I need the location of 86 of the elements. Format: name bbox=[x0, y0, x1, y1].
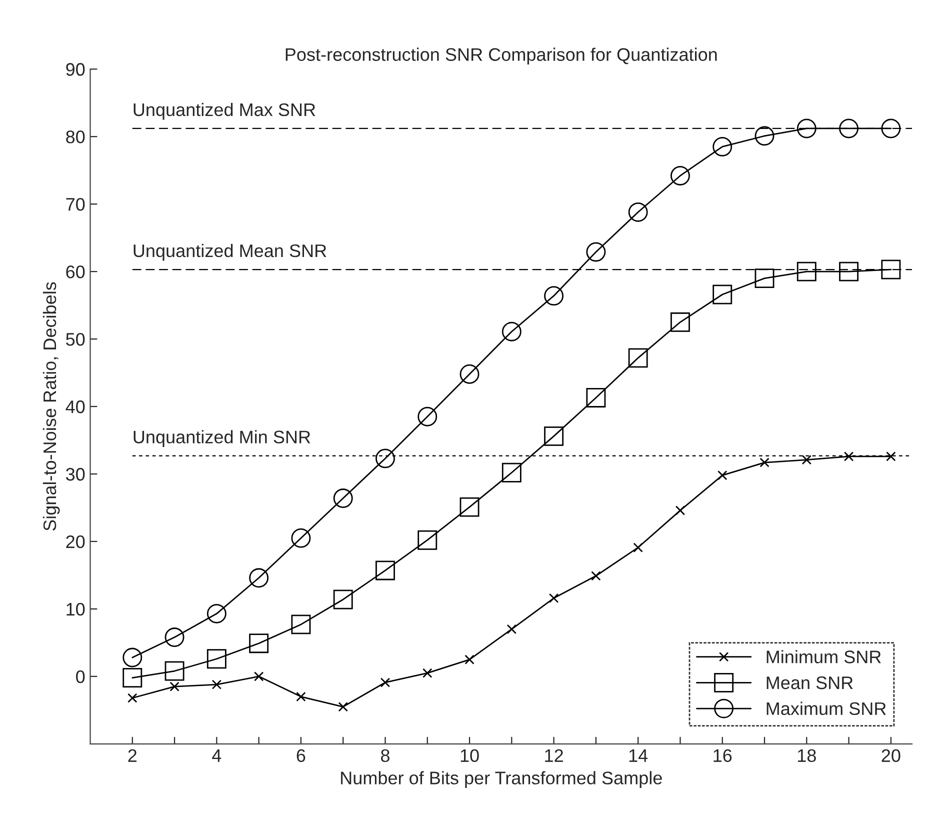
point bbox=[249, 568, 269, 588]
point bbox=[376, 560, 395, 580]
x-tick-label: 10 bbox=[460, 749, 479, 762]
point bbox=[670, 312, 690, 332]
point bbox=[881, 260, 901, 280]
y-tick-label: 20 bbox=[66, 535, 85, 548]
legend-label: Minimum SNR bbox=[766, 650, 881, 664]
point bbox=[675, 506, 686, 516]
x-tick-label: 18 bbox=[798, 749, 816, 762]
point bbox=[418, 530, 438, 550]
point bbox=[718, 470, 728, 480]
point bbox=[206, 604, 226, 624]
point bbox=[506, 624, 517, 634]
point bbox=[544, 286, 564, 306]
point bbox=[586, 242, 606, 262]
y-tick-label: 0 bbox=[76, 670, 85, 684]
point bbox=[212, 680, 222, 690]
chart-title: Post-reconstruction SNR Comparison for Quantization bbox=[286, 48, 717, 65]
point bbox=[548, 593, 559, 603]
point bbox=[380, 678, 390, 688]
x-axis-title: Number of Bits per Transformed Sample bbox=[341, 771, 662, 788]
y-axis-title: Signal-to-Noise Ratio, Decibels bbox=[42, 282, 60, 531]
point bbox=[502, 462, 522, 482]
point bbox=[460, 364, 480, 384]
point bbox=[796, 262, 816, 282]
x-tick-label: 2 bbox=[128, 749, 137, 762]
x-tick-label: 12 bbox=[545, 749, 563, 762]
point bbox=[418, 406, 438, 426]
point bbox=[128, 693, 138, 703]
legend-label: Mean SNR bbox=[766, 676, 853, 690]
y-tick-label: 10 bbox=[66, 602, 85, 616]
legend-label: Maximum SNR bbox=[766, 702, 886, 716]
point bbox=[291, 528, 311, 548]
point bbox=[502, 322, 522, 342]
point bbox=[839, 262, 859, 282]
point bbox=[844, 452, 854, 462]
point bbox=[249, 634, 269, 654]
y-tick-label: 30 bbox=[66, 468, 85, 481]
y-tick-label: 90 bbox=[66, 63, 85, 76]
point bbox=[333, 590, 353, 610]
y-tick-label: 50 bbox=[66, 332, 85, 346]
point bbox=[760, 458, 770, 468]
point bbox=[796, 118, 816, 138]
point bbox=[460, 497, 480, 517]
point bbox=[296, 692, 306, 702]
point bbox=[422, 668, 432, 678]
y-tick-label: 60 bbox=[66, 265, 85, 278]
point bbox=[839, 118, 859, 138]
ref-line-label: Unquantized Mean SNR bbox=[134, 244, 326, 261]
point bbox=[754, 126, 774, 146]
x-tick-label: 16 bbox=[714, 749, 732, 762]
point bbox=[712, 284, 732, 304]
y-tick-label: 80 bbox=[66, 130, 85, 144]
point bbox=[544, 426, 564, 446]
ref-line-label: Unquantized Min SNR bbox=[134, 430, 310, 447]
point bbox=[338, 702, 348, 712]
point bbox=[122, 668, 142, 688]
point bbox=[802, 454, 812, 465]
point bbox=[376, 448, 395, 468]
point bbox=[164, 628, 184, 647]
point bbox=[333, 488, 353, 508]
point bbox=[633, 542, 643, 552]
point bbox=[886, 452, 896, 462]
point bbox=[881, 118, 901, 138]
x-tick-label: 4 bbox=[212, 749, 222, 762]
point bbox=[291, 614, 311, 634]
point bbox=[628, 348, 648, 368]
x-tick-label: 20 bbox=[882, 749, 900, 762]
x-tick-label: 6 bbox=[296, 749, 306, 762]
x-tick-label: 14 bbox=[629, 749, 648, 762]
point bbox=[164, 661, 184, 681]
point bbox=[170, 682, 180, 692]
x-tick-label: 8 bbox=[381, 749, 390, 762]
y-tick-label: 70 bbox=[66, 198, 85, 211]
point bbox=[712, 136, 732, 156]
point bbox=[670, 166, 690, 186]
point bbox=[122, 648, 142, 668]
y-tick-label: 40 bbox=[66, 400, 85, 414]
point bbox=[628, 202, 648, 222]
point bbox=[254, 672, 264, 682]
point bbox=[591, 571, 601, 581]
point bbox=[464, 654, 474, 664]
point bbox=[586, 388, 606, 408]
point bbox=[754, 268, 774, 288]
ref-line-label: Unquantized Max SNR bbox=[134, 102, 316, 120]
point bbox=[206, 649, 226, 669]
